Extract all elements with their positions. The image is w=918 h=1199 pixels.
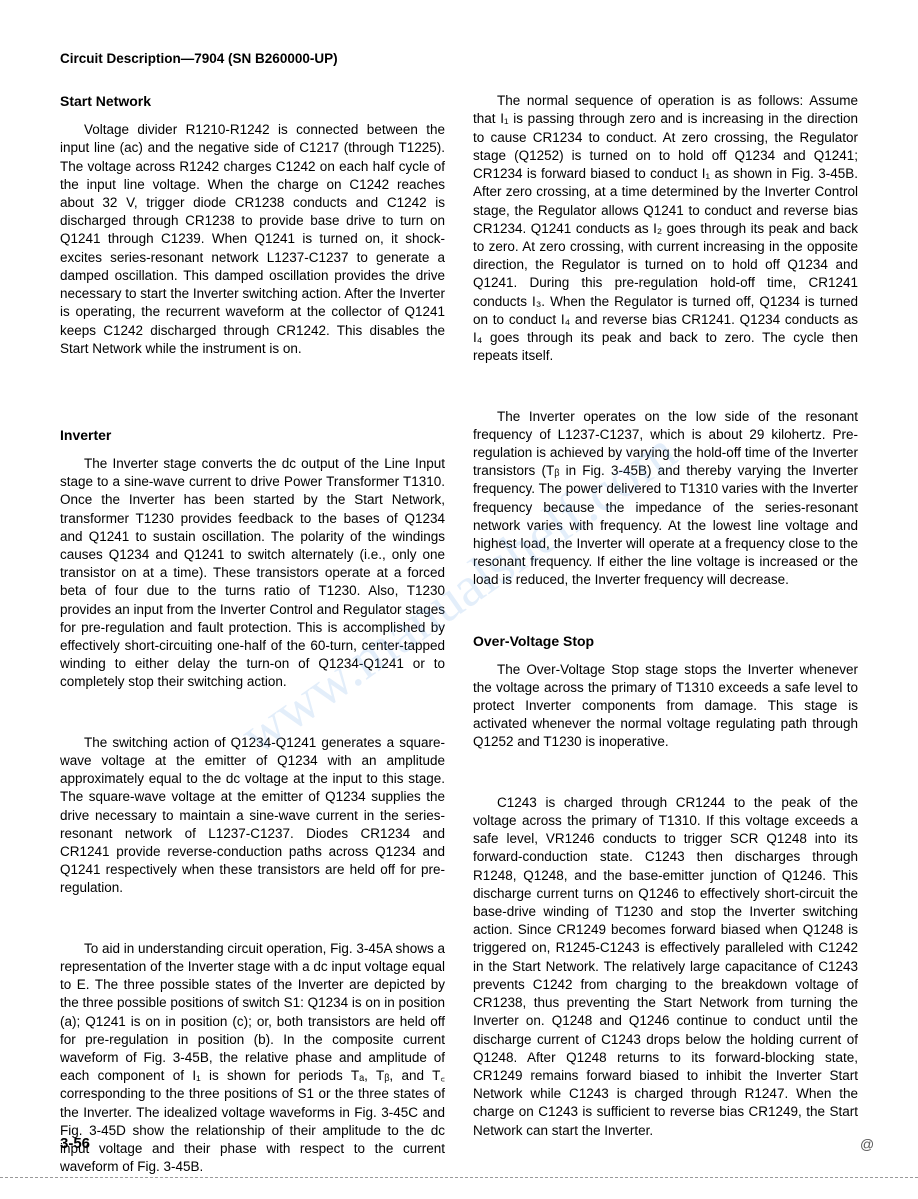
inverter-para3: To aid in understanding circuit operatio… — [60, 940, 445, 1177]
inverter-frequency-para: The Inverter operates on the low side of… — [473, 408, 858, 590]
inverter-heading: Inverter — [60, 426, 445, 445]
over-voltage-stop-heading: Over-Voltage Stop — [473, 632, 858, 651]
inverter-para2: The switching action of Q1234-Q1241 gene… — [60, 734, 445, 898]
page-number: 3-56 — [60, 1134, 90, 1154]
operation-sequence-para: The normal sequence of operation is as f… — [473, 92, 858, 365]
bottom-border — [0, 1177, 918, 1178]
start-network-heading: Start Network — [60, 92, 445, 111]
content-area: Start Network Voltage divider R1210-R124… — [60, 92, 858, 1198]
right-column: The normal sequence of operation is as f… — [473, 92, 858, 1198]
over-voltage-para2: C1243 is charged through CR1244 to the p… — [473, 794, 858, 1140]
document-header: Circuit Description—7904 (SN B260000-UP) — [60, 50, 858, 68]
left-column: Start Network Voltage divider R1210-R124… — [60, 92, 445, 1198]
start-network-para: Voltage divider R1210-R1242 is connected… — [60, 121, 445, 358]
footer-mark: @ — [860, 1135, 874, 1154]
inverter-para1: The Inverter stage converts the dc outpu… — [60, 455, 445, 692]
over-voltage-para1: The Over-Voltage Stop stage stops the In… — [473, 661, 858, 752]
